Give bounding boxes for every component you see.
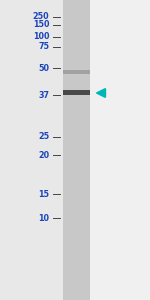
Text: 25: 25 [38, 132, 50, 141]
Text: 150: 150 [33, 20, 50, 29]
Text: 20: 20 [38, 151, 50, 160]
Text: 75: 75 [39, 42, 50, 51]
Bar [63, 90, 90, 94]
Text: 50: 50 [39, 64, 50, 73]
Text: 15: 15 [39, 190, 50, 199]
Bar [63, 70, 90, 74]
Text: 37: 37 [39, 91, 50, 100]
Text: 100: 100 [33, 32, 50, 41]
Bar [63, 0, 90, 300]
Text: 250: 250 [33, 12, 50, 21]
Text: 10: 10 [39, 214, 50, 223]
Bar [90, 0, 150, 300]
